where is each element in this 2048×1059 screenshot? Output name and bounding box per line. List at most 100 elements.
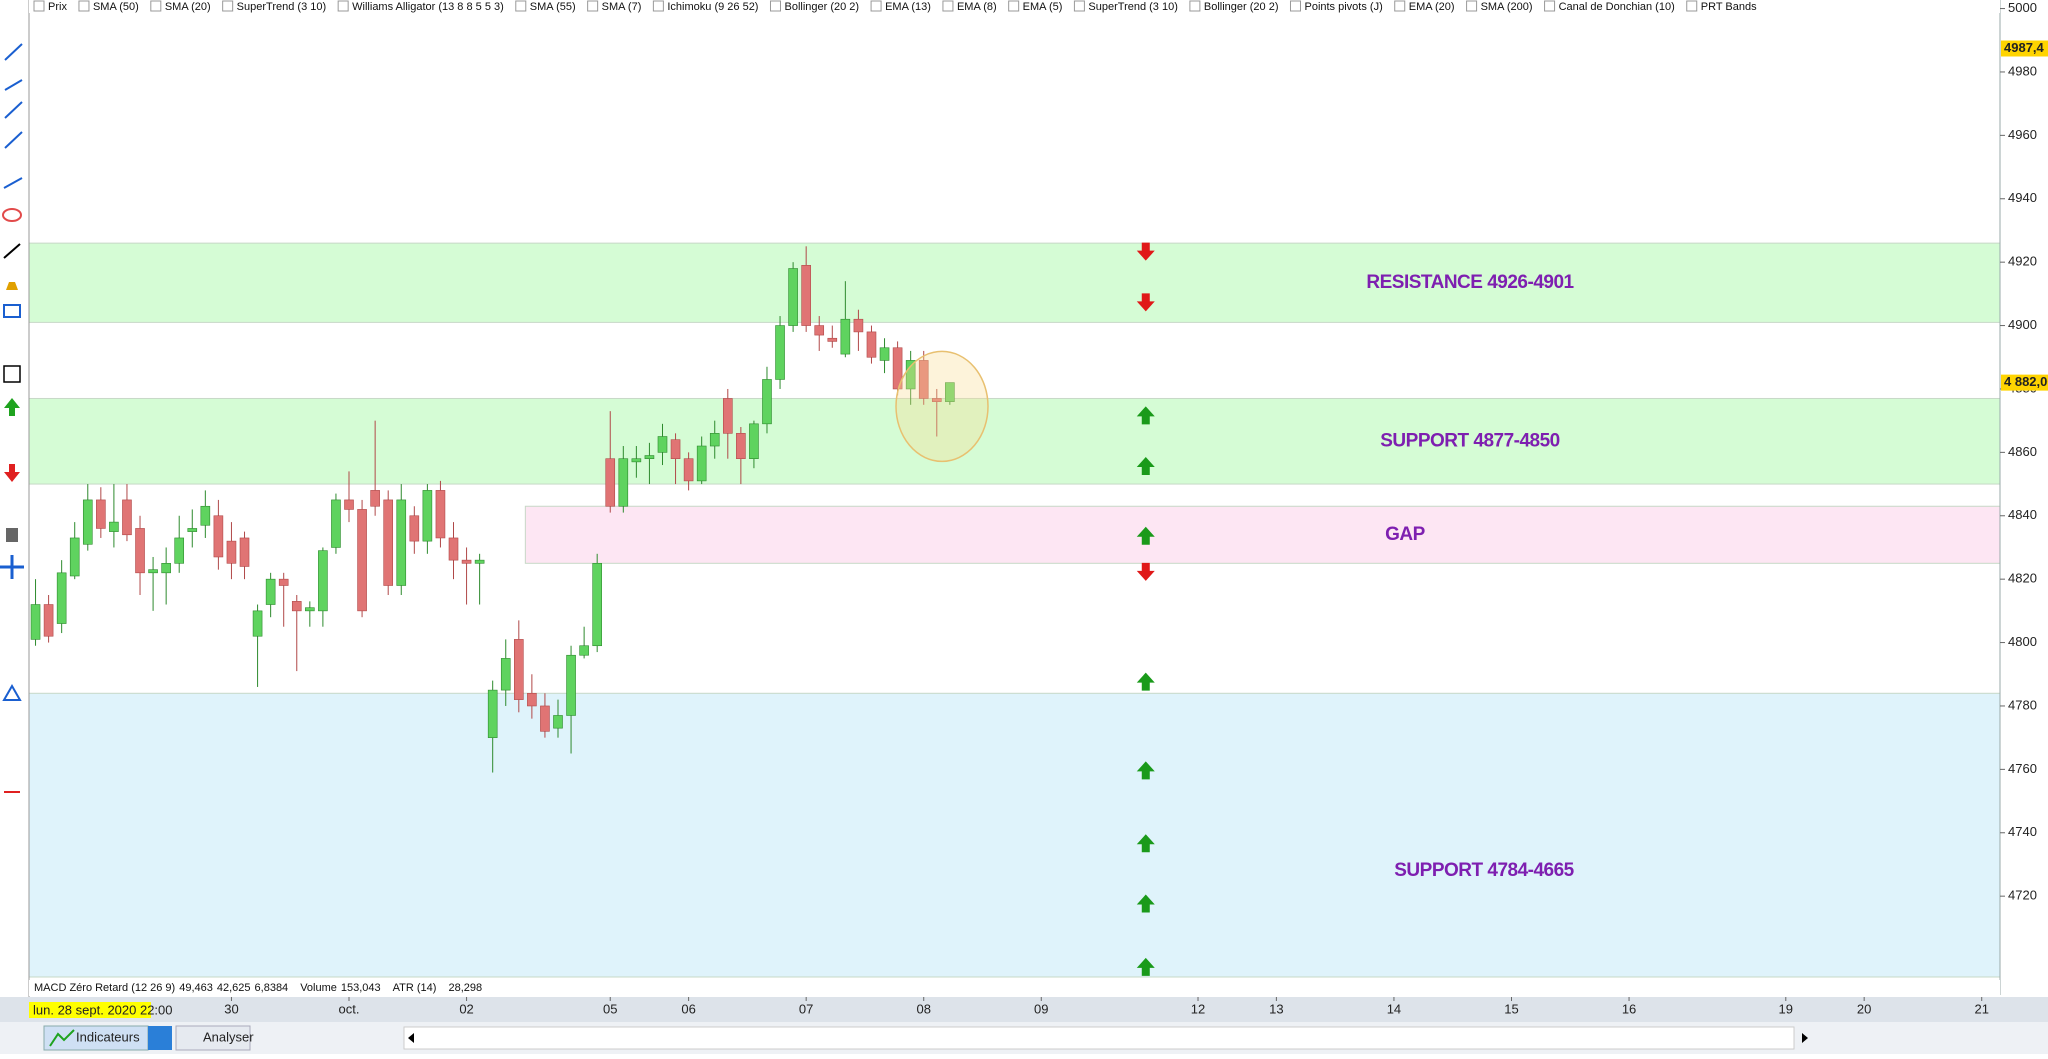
indicator-checkbox[interactable]: [652, 0, 664, 12]
scrollbar[interactable]: [403, 1026, 1795, 1050]
candle-body: [187, 528, 198, 532]
share-button[interactable]: [148, 1026, 172, 1050]
y-tick-label: 4760: [2008, 761, 2037, 776]
indicator-checkbox[interactable]: [1289, 0, 1301, 12]
tool-trash[interactable]: [6, 528, 18, 542]
candle-body: [474, 559, 485, 564]
y-tick-label: 4800: [2008, 634, 2037, 649]
x-axis-panel: [0, 997, 2048, 1022]
indicator-checkbox[interactable]: [1073, 0, 1085, 12]
status-item: 28,298: [448, 982, 482, 994]
candle-body: [722, 398, 733, 434]
candle-body: [827, 337, 838, 342]
buy-arrow: [1136, 957, 1155, 976]
indicator-name: Bollinger (20 2): [1204, 1, 1279, 13]
indicator-name: SMA (50): [93, 1, 139, 13]
left-toolbar: [0, 0, 30, 1020]
x-tick-label: oct.: [339, 1001, 360, 1016]
status-item: 153,043: [341, 982, 381, 994]
candle-body: [357, 509, 367, 612]
indicator-checkbox[interactable]: [587, 0, 599, 12]
candle-body: [840, 318, 851, 355]
candle-body: [527, 692, 537, 707]
indicator-checkbox[interactable]: [1466, 0, 1478, 12]
candle-body: [487, 689, 498, 738]
indicator-name: Williams Alligator (13 8 8 5 5 3): [352, 1, 504, 13]
tool-alert[interactable]: [6, 282, 18, 290]
candle-body: [553, 715, 563, 729]
candle-body: [788, 268, 798, 326]
analyse-button[interactable]: [175, 1025, 251, 1051]
indicator-checkbox[interactable]: [515, 0, 527, 12]
candle-body: [579, 645, 589, 656]
x-tick-label: 30: [224, 1001, 238, 1016]
candle-body: [514, 639, 524, 700]
buy-arrow: [1136, 457, 1155, 476]
candle-body: [853, 318, 864, 333]
candle-body: [879, 347, 890, 361]
tool-ellipse[interactable]: [2, 208, 22, 222]
indicator-checkbox[interactable]: [222, 0, 234, 12]
indicator-checkbox[interactable]: [1544, 0, 1556, 12]
tool-text[interactable]: [3, 365, 21, 383]
indicator-checkbox[interactable]: [150, 0, 162, 12]
y-tick-label: 4840: [2008, 507, 2037, 522]
candle-body: [566, 654, 576, 716]
candle-body: [370, 490, 380, 507]
tool-move[interactable]: [0, 555, 24, 579]
candle-body: [631, 458, 642, 463]
x-tick-label: 16: [1622, 1001, 1636, 1016]
candle-body: [605, 458, 616, 507]
candle-body: [801, 265, 811, 326]
candle-body: [461, 559, 472, 564]
status-items: MACD Zéro Retard (12 26 9) 49,463 42,625 6,…: [34, 982, 482, 994]
y-tick-label: 4960: [2008, 127, 2037, 142]
zones: RESISTANCE 4926-4901 SUPPORT 4877-4850 GAP…: [28, 242, 2001, 978]
last-price-bg: [2001, 374, 2048, 391]
indicator-checkbox[interactable]: [942, 0, 954, 12]
tool-fib[interactable]: [2, 683, 22, 701]
x-tick-label: 09: [1034, 1001, 1048, 1016]
tool-up[interactable]: [4, 398, 20, 416]
indicator-checkbox[interactable]: [1189, 0, 1201, 12]
indicator-checkbox[interactable]: [78, 0, 90, 12]
indicator-name: Ichimoku (9 26 52): [667, 1, 758, 13]
candle-body: [709, 433, 720, 447]
candle-body: [422, 490, 433, 542]
candle-body: [945, 382, 955, 402]
x-tick-label: 13: [1269, 1001, 1283, 1016]
high-label-bg: [2001, 40, 2048, 57]
x-tick-label: 06: [681, 1001, 695, 1016]
y-tick-label: 4780: [2008, 697, 2037, 712]
indicator-checkbox[interactable]: [769, 0, 781, 12]
y-tick-label: 5000: [2008, 0, 2037, 15]
zone: [28, 397, 2001, 485]
status-item: Volume: [300, 982, 337, 994]
y-tick-label: 4900: [2008, 317, 2037, 332]
indicator-checkbox[interactable]: [1686, 0, 1698, 12]
indicator-name: SMA (20): [165, 1, 211, 13]
indicator-checkbox[interactable]: [1008, 0, 1020, 12]
candle-body: [305, 607, 315, 612]
candle-body: [56, 572, 67, 624]
indicator-checkbox[interactable]: [1394, 0, 1406, 12]
candle-body: [905, 360, 916, 390]
indicator-checkbox[interactable]: [337, 0, 349, 12]
candle-body: [135, 528, 145, 574]
status-item: ATR (14): [393, 982, 437, 994]
zone-label: SUPPORT 4877-4850: [1380, 430, 1560, 451]
zone: [524, 505, 2001, 564]
marks: [30, 242, 1155, 976]
indicator-name: SMA (55): [530, 1, 576, 13]
indicator-name: SMA (200): [1481, 1, 1533, 13]
date-label-bg: [29, 1002, 151, 1018]
indicator-checkbox[interactable]: [33, 0, 45, 12]
tool-rect[interactable]: [3, 304, 21, 318]
tool-line[interactable]: [3, 243, 21, 259]
candle-body: [239, 537, 250, 567]
tool-down[interactable]: [4, 464, 20, 482]
indicator-checkbox[interactable]: [870, 0, 882, 12]
tool-icons[interactable]: [3, 43, 23, 189]
indicator-name: Canal de Donchian (10): [1559, 1, 1675, 13]
